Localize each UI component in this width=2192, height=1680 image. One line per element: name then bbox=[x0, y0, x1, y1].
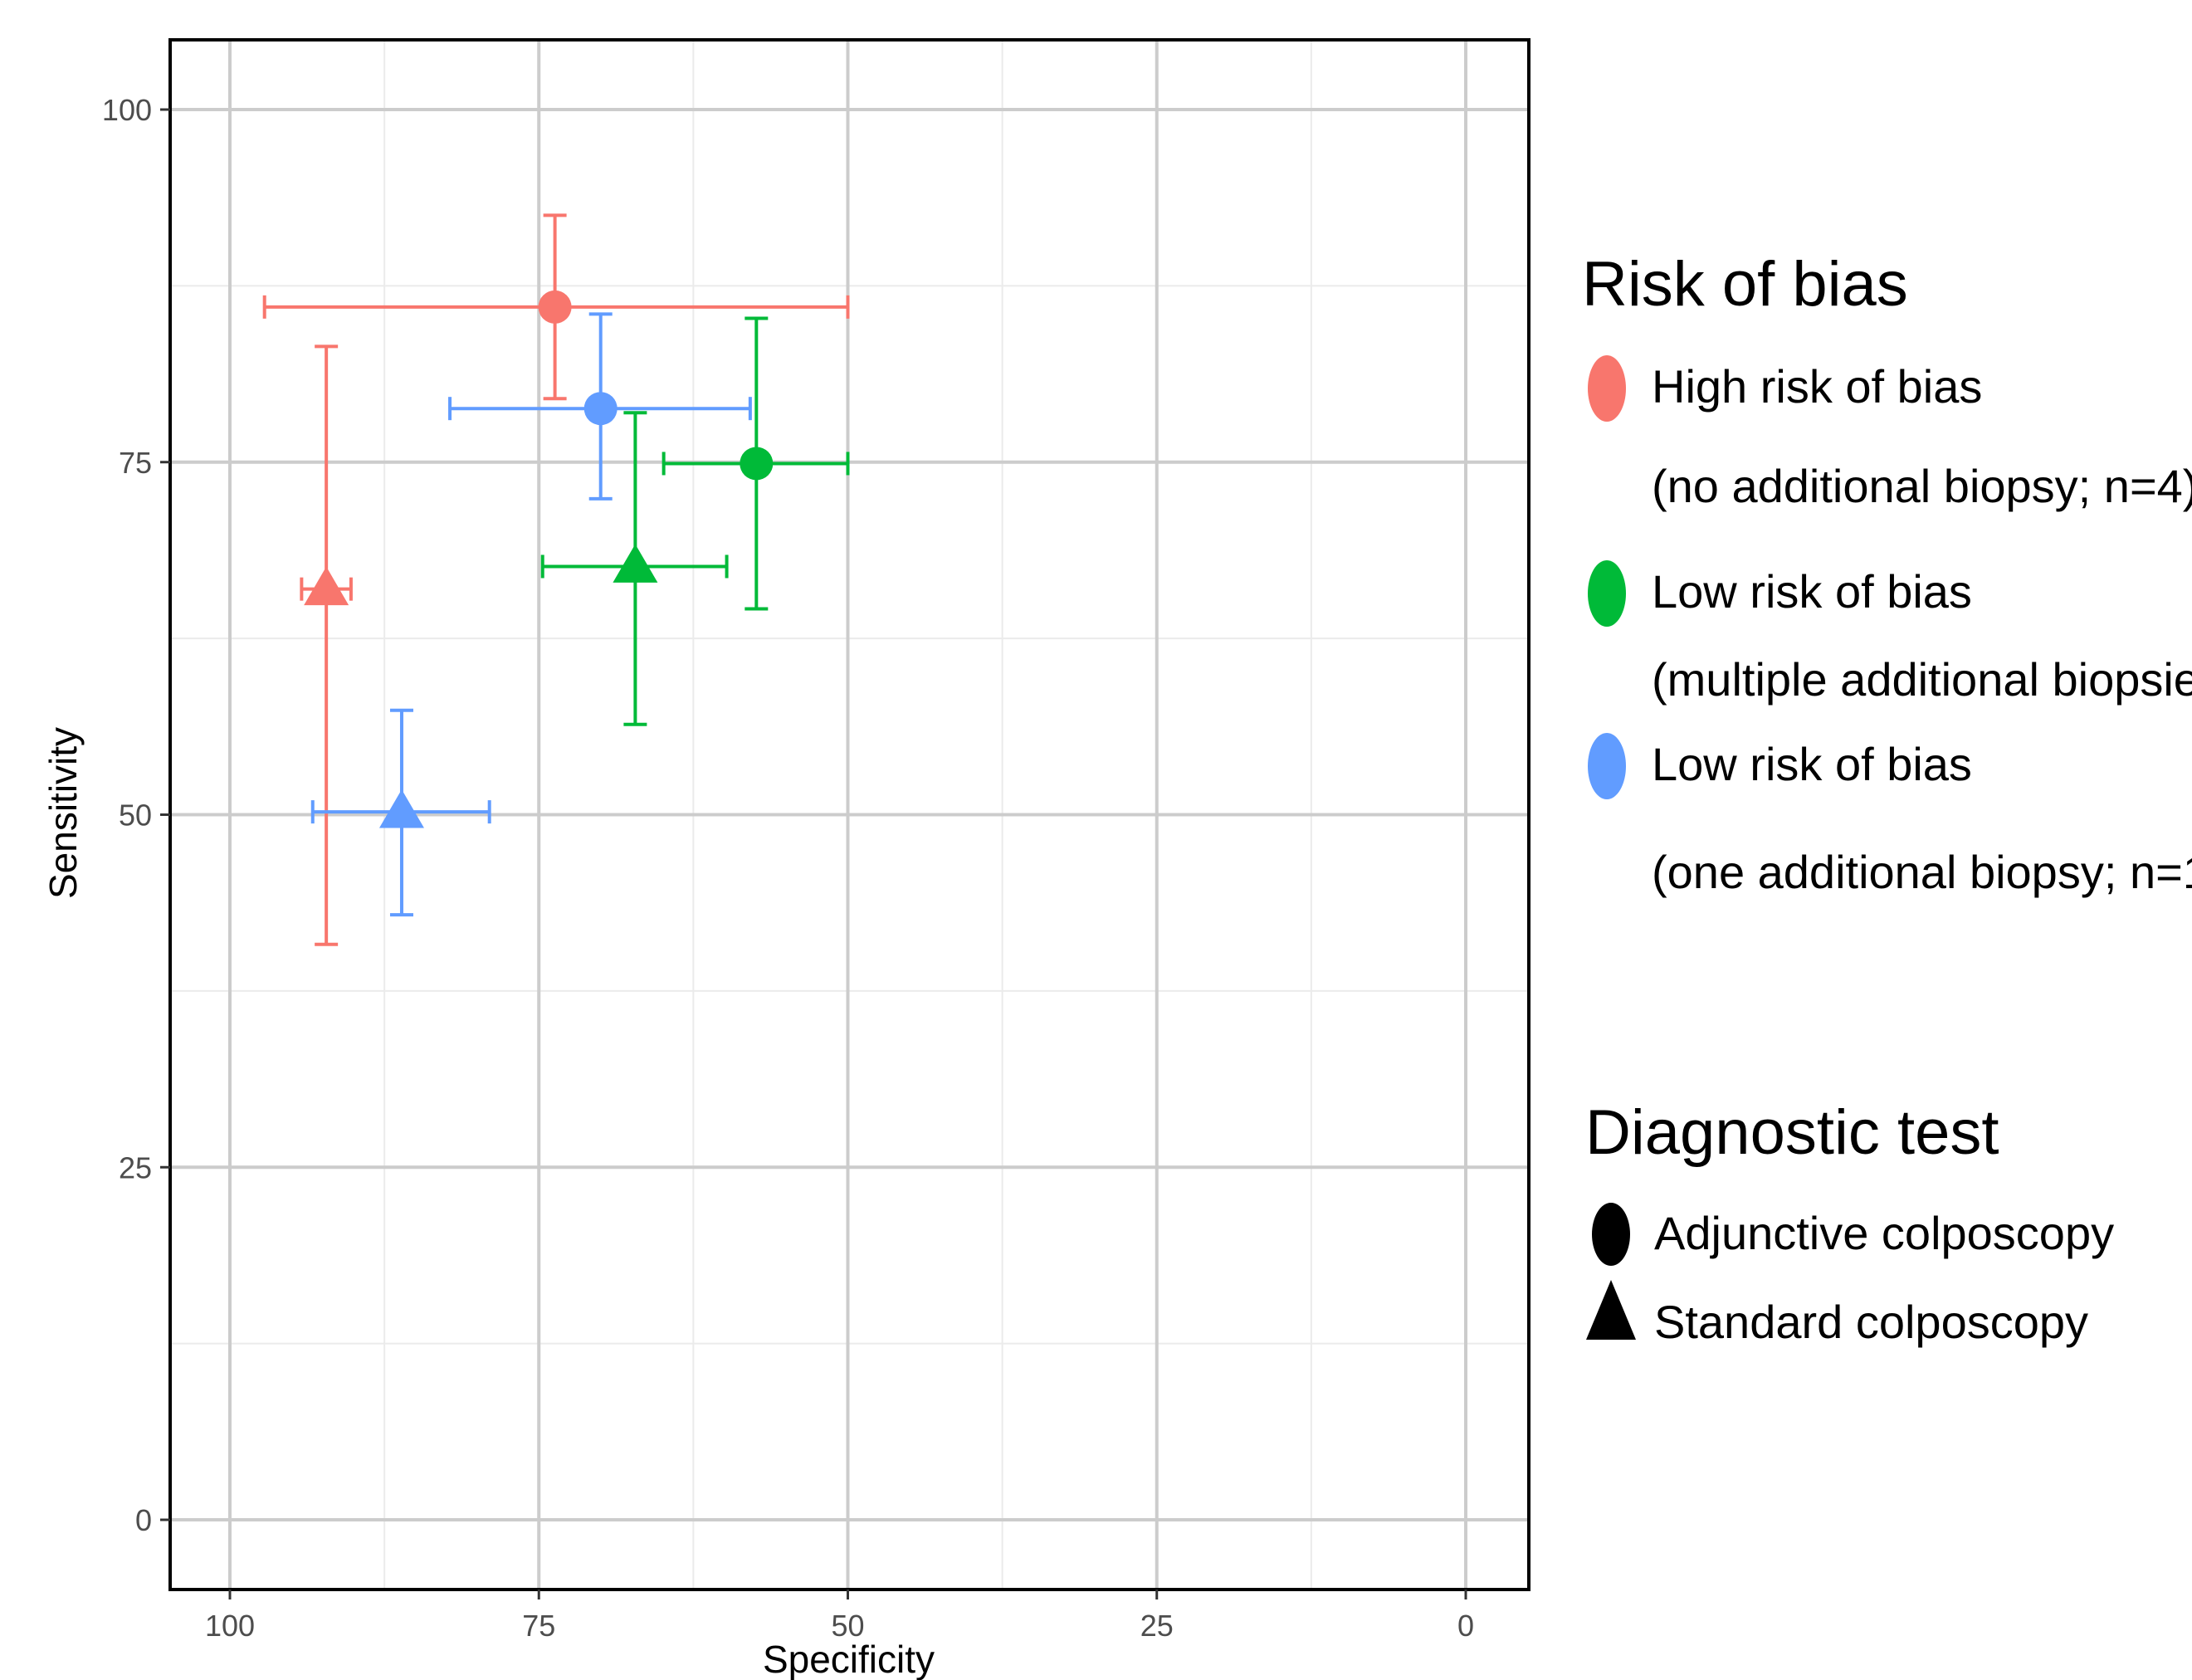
legend-label: Adjunctive colposcopy bbox=[1654, 1207, 2114, 1259]
risk-of-bias-legend: Risk of bias High risk of bias (no additi… bbox=[1582, 249, 2192, 898]
legend-label: High risk of bias bbox=[1652, 360, 1982, 413]
y-tick-label: 25 bbox=[119, 1150, 152, 1184]
legend-key-circle bbox=[1592, 1203, 1630, 1266]
major-gridlines bbox=[170, 40, 1529, 1590]
legend-label-detail: (no additional biopsy; n=4) bbox=[1652, 460, 2192, 512]
legend-key-triangle bbox=[1586, 1280, 1636, 1340]
x-tick-labels: 100 75 50 25 0 bbox=[205, 1609, 1474, 1643]
legend-label-detail: (multiple additional biopsies; n=2) bbox=[1652, 653, 2192, 706]
data-markers bbox=[304, 290, 774, 828]
y-tick-label: 75 bbox=[119, 446, 152, 480]
y-tick-label: 50 bbox=[119, 798, 152, 833]
x-tick-label: 25 bbox=[1140, 1609, 1174, 1643]
error-bars bbox=[262, 213, 850, 946]
diagnostic-test-legend: Diagnostic test Adjunctive colposcopy Sta… bbox=[1585, 1097, 2114, 1348]
data-point-triangle bbox=[613, 544, 658, 583]
x-tick-label: 0 bbox=[1457, 1609, 1474, 1643]
legend-label: Low risk of bias bbox=[1652, 565, 1972, 618]
y-tick-labels: 0 25 50 75 100 bbox=[102, 93, 152, 1537]
data-point-circle bbox=[740, 447, 774, 481]
legend-key-dot bbox=[1588, 560, 1626, 627]
data-point-circle bbox=[583, 392, 618, 426]
legend-label-detail: (one additional biopsy; n=1) bbox=[1652, 846, 2192, 898]
data-point-circle bbox=[538, 290, 572, 324]
y-axis-title: Sensitivity bbox=[41, 727, 85, 899]
legend-key-dot bbox=[1588, 733, 1626, 799]
y-tick-label: 0 bbox=[135, 1503, 152, 1537]
data-point-triangle bbox=[378, 789, 424, 828]
legend-title-risk-of-bias: Risk of bias bbox=[1582, 249, 1908, 320]
data-point-triangle bbox=[304, 566, 349, 606]
legend-key-dot bbox=[1588, 355, 1626, 422]
x-tick-label: 75 bbox=[522, 1609, 555, 1643]
axis-ticks bbox=[160, 108, 1467, 1599]
x-tick-label: 50 bbox=[831, 1609, 864, 1643]
legend-label: Standard colposcopy bbox=[1654, 1296, 2088, 1348]
y-tick-label: 100 bbox=[102, 93, 152, 127]
x-axis-title: Specificity bbox=[763, 1638, 935, 1680]
legend-label: Low risk of bias bbox=[1652, 738, 1972, 790]
legend-title-diagnostic-test: Diagnostic test bbox=[1585, 1097, 1999, 1168]
x-tick-label: 100 bbox=[205, 1609, 255, 1643]
